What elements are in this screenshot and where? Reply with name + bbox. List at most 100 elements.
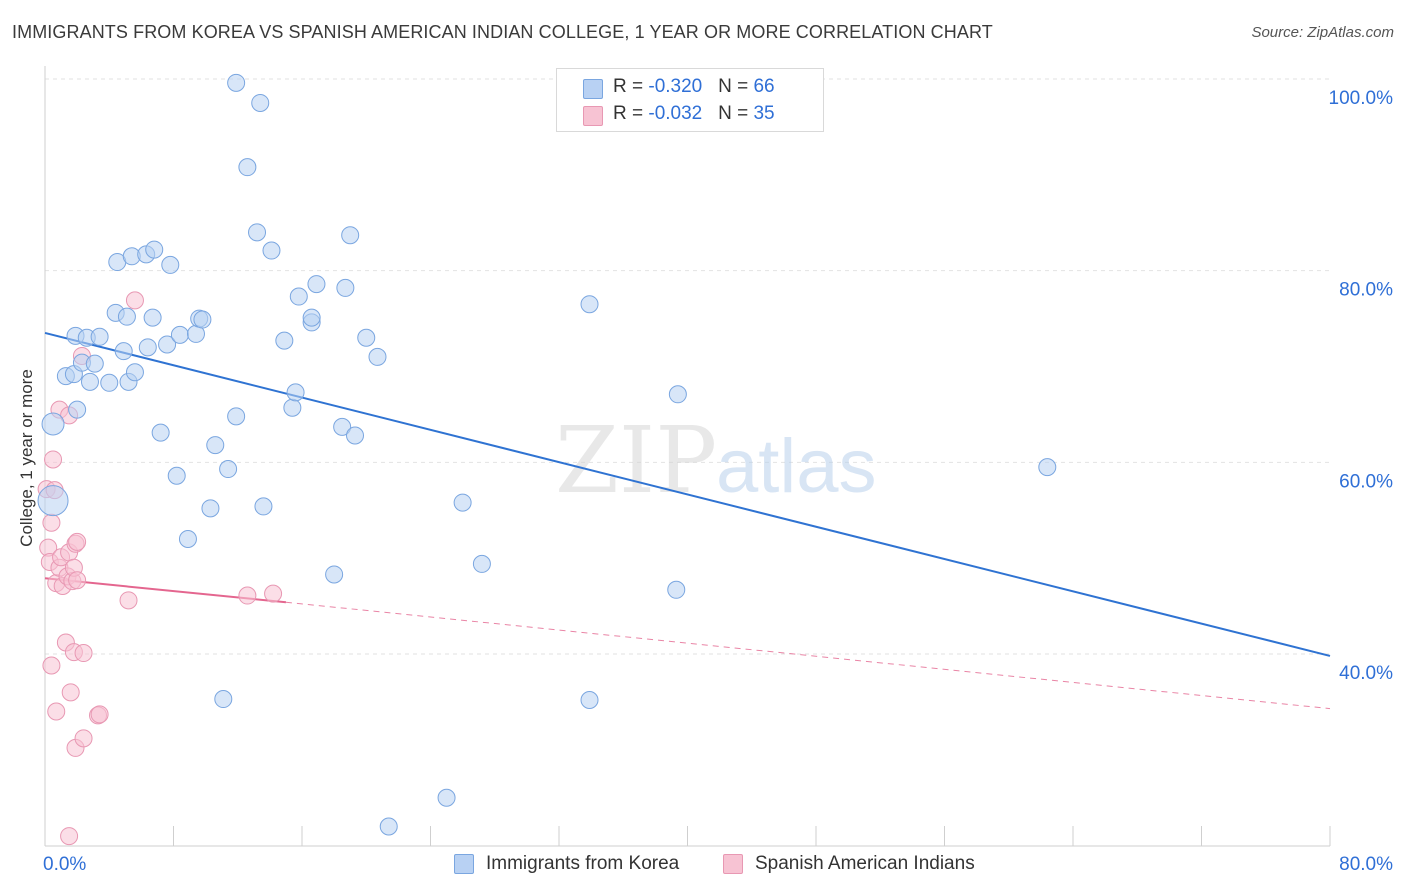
trend-line-spanish-extension	[285, 601, 1331, 710]
data-point-korea	[227, 73, 246, 92]
trend-lines	[44, 331, 1331, 710]
y-tick-label: 60.0%	[1339, 471, 1393, 492]
data-point-korea	[37, 485, 69, 517]
data-point-korea	[357, 328, 376, 347]
legend: R = -0.320 N = 66 R = -0.032 N = 35	[556, 68, 824, 132]
data-point-spanish	[119, 591, 138, 610]
legend-swatch-spanish	[583, 106, 603, 126]
legend-stats-korea: R = -0.320 N = 66	[613, 76, 775, 98]
data-point-spanish	[61, 683, 80, 702]
data-point-korea	[90, 327, 109, 346]
y-axis-label: College, 1 year or more	[17, 369, 36, 547]
watermark-zip: ZIP	[555, 407, 717, 514]
data-point-korea	[580, 295, 599, 314]
data-point-korea	[286, 383, 305, 402]
legend-n-value: 35	[753, 103, 775, 124]
watermark: ZIP atlas	[555, 407, 877, 514]
legend-stats-spanish: R = -0.032 N = 35	[613, 103, 775, 125]
data-point-spanish	[74, 644, 93, 663]
data-point-korea	[214, 690, 233, 709]
trend-line-korea	[44, 331, 1331, 657]
bottom-legend-swatch-spanish	[723, 854, 743, 874]
data-point-korea	[472, 554, 491, 573]
data-point-korea	[227, 407, 246, 426]
watermark-atlas: atlas	[716, 424, 877, 509]
legend-n-value: 66	[753, 76, 775, 97]
legend-swatch-korea	[583, 79, 603, 99]
data-point-korea	[346, 426, 365, 445]
data-point-korea	[453, 493, 472, 512]
data-point-korea	[68, 400, 87, 419]
data-point-korea	[341, 226, 360, 245]
data-point-spanish	[68, 532, 87, 551]
legend-r-label: R =	[613, 76, 649, 97]
data-point-korea	[251, 93, 270, 112]
bottom-legend-label-korea: Immigrants from Korea	[486, 853, 680, 874]
data-point-korea	[167, 466, 186, 485]
data-point-spanish	[238, 586, 257, 605]
data-point-korea	[138, 338, 157, 357]
data-point-spanish	[60, 827, 79, 846]
tick-labels: 100.0% 80.0% 60.0% 40.0% 0.0% 80.0%	[43, 88, 1393, 875]
data-point-korea	[275, 331, 294, 350]
data-point-korea	[80, 372, 99, 391]
data-point-korea	[206, 436, 225, 455]
data-point-korea	[145, 240, 164, 259]
data-point-korea	[219, 460, 238, 479]
y-tick-label: 40.0%	[1339, 663, 1393, 684]
legend-n-label: N =	[718, 76, 754, 97]
bottom-legend-spanish: Spanish American Indians	[723, 852, 1003, 878]
data-point-korea	[143, 308, 162, 327]
data-point-korea	[302, 308, 321, 327]
data-point-korea	[283, 398, 302, 417]
data-points	[37, 73, 1057, 846]
data-point-korea	[254, 497, 273, 516]
legend-row-korea: R = -0.320 N = 66	[557, 75, 823, 103]
data-point-korea	[1038, 458, 1057, 477]
data-point-korea	[117, 307, 136, 326]
data-point-spanish	[44, 450, 63, 469]
data-point-korea	[333, 417, 352, 436]
data-point-korea	[178, 530, 197, 548]
data-point-korea	[201, 499, 220, 518]
data-point-spanish	[42, 513, 61, 532]
data-point-korea	[238, 158, 257, 177]
data-point-korea	[193, 310, 212, 329]
data-point-korea	[262, 241, 281, 260]
data-point-korea	[100, 373, 119, 392]
chart-title: IMMIGRANTS FROM KOREA VS SPANISH AMERICA…	[12, 22, 993, 42]
legend-row-spanish: R = -0.032 N = 35	[557, 102, 823, 130]
data-point-korea	[667, 580, 686, 599]
data-point-korea	[170, 325, 189, 344]
data-point-korea	[580, 691, 599, 709]
bottom-legend-korea: Immigrants from Korea	[454, 852, 704, 878]
y-tick-label: 80.0%	[1339, 280, 1393, 301]
x-tick-label: 0.0%	[43, 854, 86, 875]
data-point-korea	[325, 565, 344, 584]
data-point-korea	[85, 354, 104, 373]
data-point-spanish	[74, 729, 93, 748]
data-point-korea	[248, 223, 267, 242]
data-point-korea	[437, 788, 456, 807]
data-point-korea	[379, 817, 398, 836]
legend-r-value: -0.320	[648, 76, 703, 97]
source-label: Source: ZipAtlas.com	[1251, 24, 1394, 41]
legend-r-label: R =	[613, 103, 649, 124]
bottom-legend-swatch-korea	[454, 854, 474, 874]
data-point-korea	[161, 255, 180, 274]
data-point-spanish	[47, 702, 66, 721]
data-point-korea	[41, 412, 65, 436]
data-point-korea	[368, 347, 387, 366]
data-point-korea	[289, 287, 308, 306]
data-point-korea	[158, 335, 177, 354]
data-point-korea	[125, 363, 144, 382]
data-point-korea	[336, 278, 355, 297]
data-point-korea	[668, 385, 687, 404]
data-point-spanish	[68, 571, 87, 590]
gridlines	[45, 78, 1330, 655]
data-point-spanish	[90, 705, 109, 724]
data-point-spanish	[125, 291, 144, 310]
bottom-legend-label-spanish: Spanish American Indians	[755, 853, 975, 874]
y-tick-label: 100.0%	[1329, 88, 1394, 109]
